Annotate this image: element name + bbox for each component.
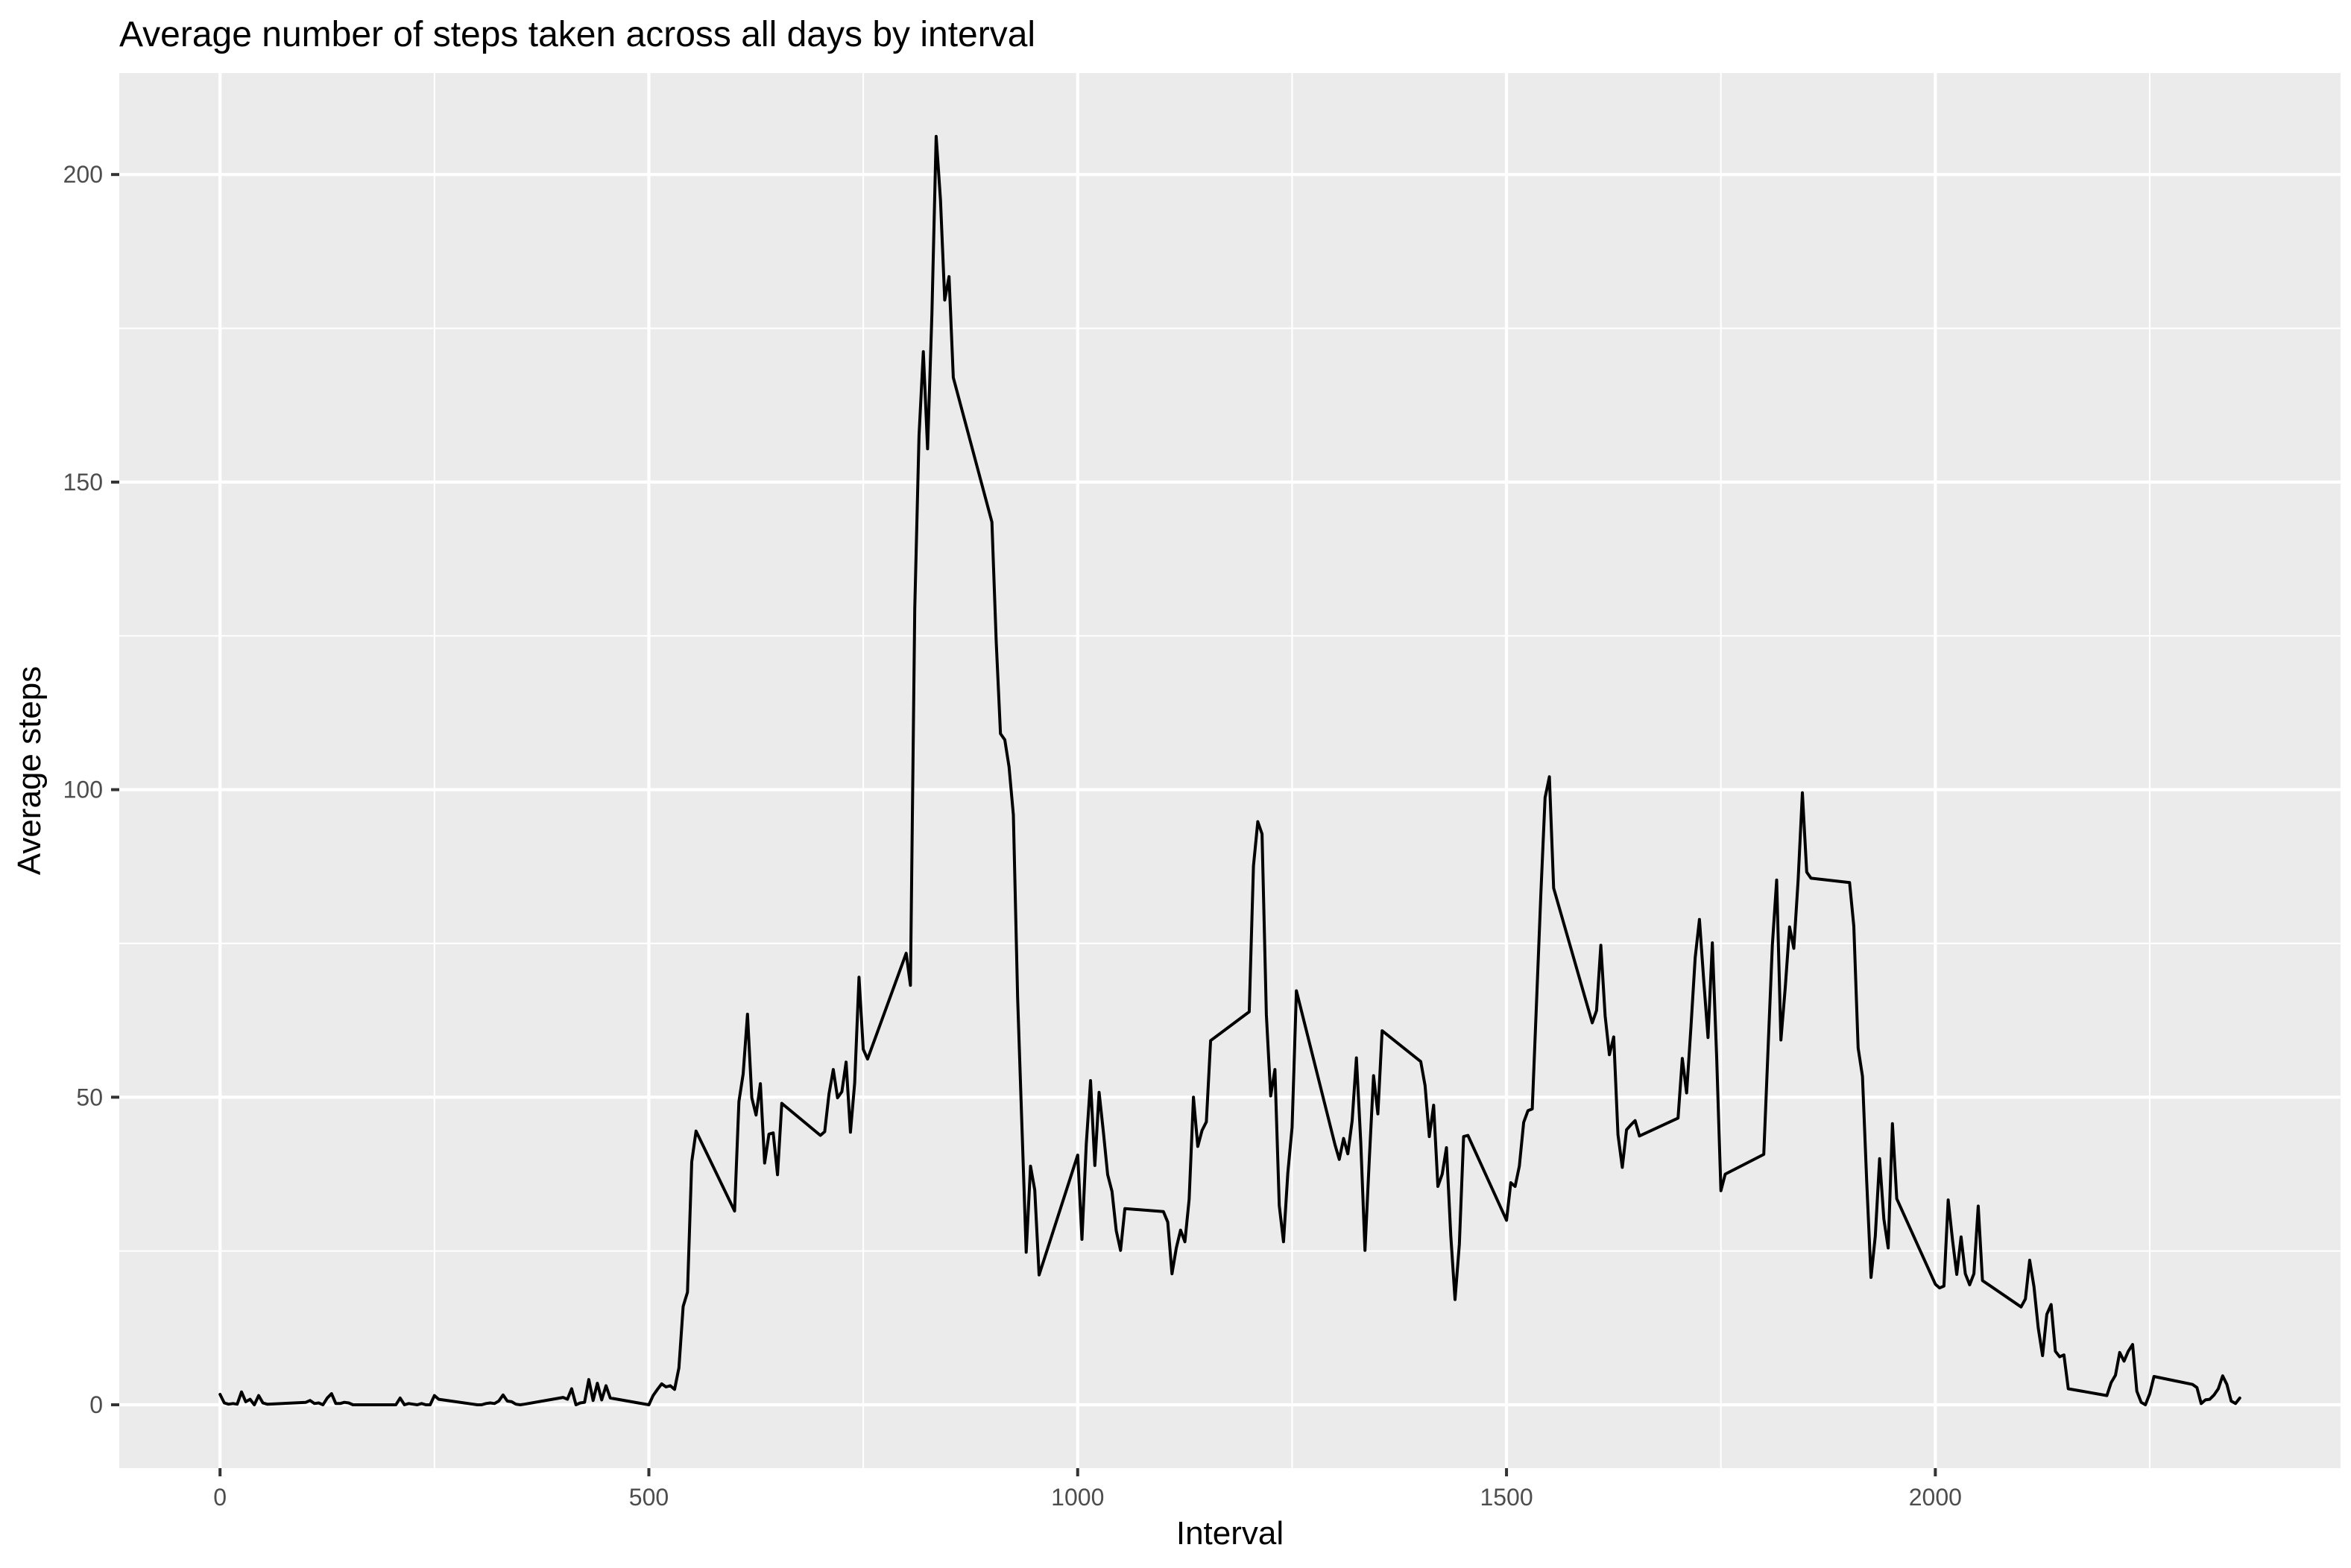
y-tick-label: 0	[89, 1391, 103, 1418]
major-gridlines	[119, 73, 2341, 1468]
axis-tick-marks	[111, 173, 1937, 1476]
y-axis-title: Average steps	[11, 666, 48, 875]
x-axis-title: Interval	[1176, 1515, 1284, 1552]
chart-title: Average number of steps taken across all…	[119, 15, 1035, 54]
y-tick-label: 150	[63, 469, 103, 496]
x-tick-label: 500	[629, 1484, 669, 1511]
y-tick-label: 100	[63, 777, 103, 803]
minor-gridlines	[119, 73, 2341, 1468]
y-tick-label: 200	[63, 161, 103, 188]
average-steps-line	[218, 135, 2241, 1406]
x-tick-label: 0	[213, 1484, 227, 1511]
x-tick-label: 2000	[1909, 1484, 1962, 1511]
y-axis-tick-labels: 0 50 100 150 200	[63, 161, 103, 1418]
data-series	[218, 135, 2241, 1406]
x-tick-label: 1000	[1051, 1484, 1104, 1511]
y-tick-label: 50	[76, 1084, 103, 1110]
x-axis-tick-labels: 0 500 1000 1500 2000	[213, 1484, 1962, 1511]
x-tick-label: 1500	[1480, 1484, 1533, 1511]
plot-panel	[119, 73, 2341, 1468]
